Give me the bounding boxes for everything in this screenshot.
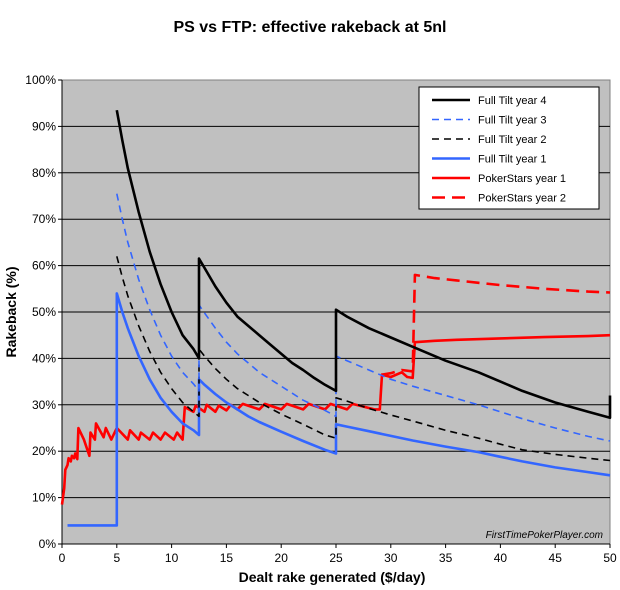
legend-label-full-tilt-year-4: Full Tilt year 4 [478, 95, 546, 107]
x-axis-ticks: 0 5 10 15 20 25 30 35 40 45 50 [59, 80, 617, 565]
y-tick-label: 80% [32, 166, 56, 180]
x-tick-label: 25 [329, 551, 343, 565]
legend-label-pokerstars-year-2: PokerStars year 2 [478, 193, 566, 205]
y-tick-label: 100% [25, 73, 56, 87]
series-line-full-tilt-year-1 [67, 292, 611, 527]
y-tick-label: 60% [32, 259, 56, 273]
y-tick-label: 30% [32, 398, 56, 412]
legend-label-full-tilt-year-1: Full Tilt year 1 [478, 154, 546, 166]
y-tick-label: 70% [32, 212, 56, 226]
y-tick-label: 20% [32, 444, 56, 458]
watermark-annotation: FirstTimePokerPlayer.com [486, 530, 603, 541]
x-tick-label: 15 [220, 551, 234, 565]
x-tick-label: 5 [113, 551, 120, 565]
x-tick-label: 30 [384, 551, 398, 565]
y-tick-label: 40% [32, 351, 56, 365]
x-tick-label: 20 [275, 551, 289, 565]
series-line-pokerstars-year-1 [60, 333, 611, 505]
legend-label-full-tilt-year-2: Full Tilt year 2 [478, 134, 546, 146]
legend-box [418, 86, 600, 210]
y-tick-label: 90% [32, 119, 56, 133]
y-axis-ticks: 0% 10% 20% 30% 40% 50% 60% 70% 80% 90% 100% [25, 73, 62, 551]
series-line-pokerstars-year-2 [381, 273, 611, 376]
x-tick-label: 35 [439, 551, 453, 565]
series-line-full-tilt-year-4 [115, 109, 612, 420]
series-line-full-tilt-year-3 [116, 193, 611, 442]
series-line-full-tilt-year-2 [116, 256, 611, 462]
x-tick-label: 45 [549, 551, 563, 565]
series-lines [60, 109, 612, 527]
y-tick-label: 50% [32, 305, 56, 319]
x-tick-label: 40 [494, 551, 508, 565]
x-tick-label: 10 [165, 551, 179, 565]
y-tick-label: 0% [39, 537, 57, 551]
legend-label-pokerstars-year-1: PokerStars year 1 [478, 173, 566, 185]
y-tick-label: 10% [32, 491, 56, 505]
x-tick-label: 0 [59, 551, 66, 565]
y-axis-label: Rakeback (%) [3, 266, 19, 357]
chart-title: PS vs FTP: effective rakeback at 5nl [173, 19, 446, 36]
legend: Full Tilt year 4 Full Tilt year 3 Full Til… [418, 86, 600, 210]
x-tick-label: 50 [603, 551, 617, 565]
x-axis-label: Dealt rake generated ($/day) [239, 569, 426, 585]
legend-label-full-tilt-year-3: Full Tilt year 3 [478, 115, 546, 127]
